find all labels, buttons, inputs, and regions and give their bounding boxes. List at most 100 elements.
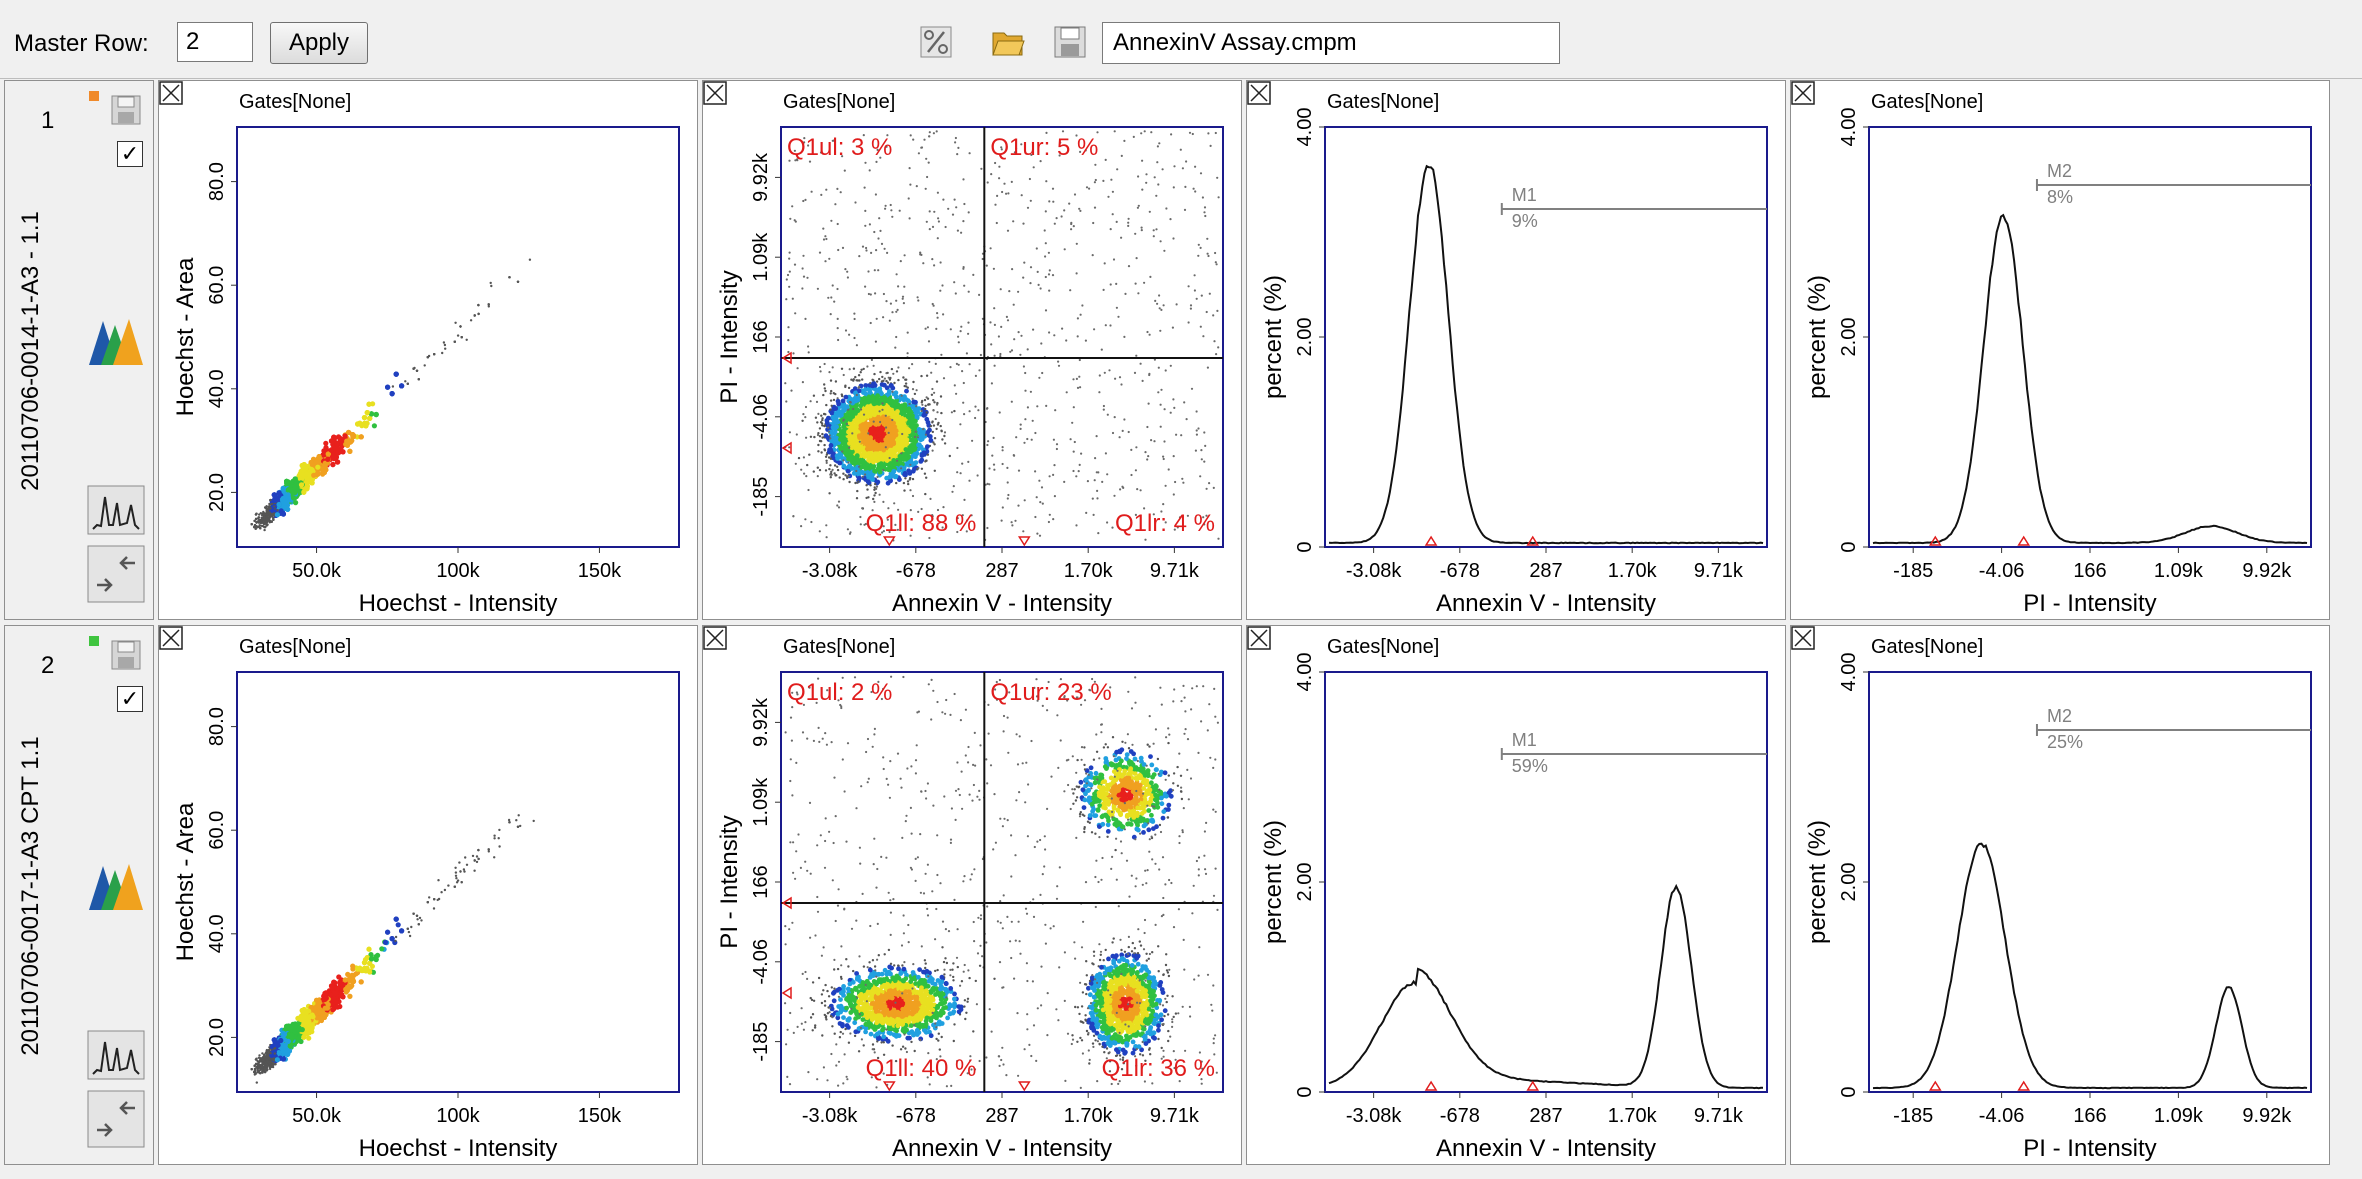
y-tick-label: 40.0 [206,914,228,953]
x-axis-label: Annexin V - Intensity [1436,1135,1656,1162]
plot-area[interactable] [1868,671,2312,1093]
histogram-icon[interactable] [87,1030,145,1080]
x-tick-label: 9.92k [2242,1105,2292,1127]
gate-handle-icon[interactable] [781,986,792,1000]
gate-handle-icon[interactable] [1017,536,1031,547]
close-panel-icon[interactable] [703,626,727,650]
save-icon[interactable] [109,93,143,127]
close-panel-icon[interactable] [1247,81,1271,105]
plot-area[interactable] [1868,126,2312,548]
row-checkbox[interactable]: ✓ [117,686,143,712]
plot-svg: M1 9% -3.08k -678 287 1.70k 9.71k 0 2.00 4.00 Anne… [1260,108,1768,617]
apply-button[interactable]: Apply [270,22,368,64]
save-icon[interactable] [1052,24,1088,60]
gates-label[interactable]: Gates[None] [1327,91,1440,113]
folder-open-icon[interactable] [990,24,1026,60]
y-tick-label: 0 [1294,1086,1316,1097]
x-tick-label: 166 [2073,560,2106,582]
y-tick-label: -4.06 [750,394,772,440]
histogram-line [1328,164,1764,545]
plot-svg: M2 8% -185 -4.06 166 1.09k 9.92k 0 2.00 4.00 PI - … [1804,108,2312,617]
y-tick-label: -4.06 [750,939,772,985]
quadrant-lr-label: Q1lr: 36 % [1102,1055,1215,1082]
pi-histogram-panel: Gates[None] M2 25% -185 -4.06 166 1.09k 9.92k 0 2… [1790,625,2330,1165]
gate-handle-icon[interactable] [1526,535,1540,546]
annexin-histogram-panel: Gates[None] M1 59% -3.08k -678 287 1.70k 9.71k 0… [1246,625,1786,1165]
row-marker-icon [89,636,99,646]
y-tick-label: 2.00 [1838,863,1860,902]
filename-field[interactable] [1102,22,1560,64]
x-tick-label: -4.06 [1979,560,2025,582]
mountain-plot-icon[interactable] [87,311,145,369]
gates-label[interactable]: Gates[None] [1871,91,1984,113]
master-row-label: Master Row: [14,30,149,57]
x-tick-label: 1.70k [1064,1105,1114,1127]
gate-handle-icon[interactable] [1928,1080,1942,1091]
gate-handle-icon[interactable] [2017,1080,2031,1091]
gate-handle-icon[interactable] [781,896,792,910]
y-tick-label: 166 [750,865,772,898]
plot-area[interactable] [1324,126,1768,548]
quadrant-ur-label: Q1ur: 23 % [990,679,1111,706]
x-tick-label: 9.92k [2242,560,2292,582]
row-header: 1 ✓ 20110706-0014-1-A3 - 1.1 [4,80,154,620]
x-tick-label: 166 [2073,1105,2106,1127]
mountain-plot-icon[interactable] [87,856,145,914]
marker-name: M1 [1512,730,1537,750]
x-tick-label: 1.70k [1064,560,1114,582]
y-axis-label: percent (%) [1260,820,1287,944]
marker-name: M2 [2047,706,2072,726]
close-panel-icon[interactable] [703,81,727,105]
gates-label[interactable]: Gates[None] [239,91,352,113]
gate-handle-icon[interactable] [882,1081,896,1092]
gate-handle-icon[interactable] [781,441,792,455]
tools-icon[interactable] [87,1090,145,1148]
x-tick-label: -678 [1440,560,1480,582]
gate-handle-icon[interactable] [781,351,792,365]
tools-icon[interactable] [87,545,145,603]
gates-label[interactable]: Gates[None] [783,91,896,113]
gates-label[interactable]: Gates[None] [1871,636,1984,658]
x-axis-label: Hoechst - Intensity [359,1135,558,1162]
gate-handle-icon[interactable] [882,536,896,547]
gates-label[interactable]: Gates[None] [1327,636,1440,658]
y-axis-label: Hoechst - Area [172,257,199,416]
quadrant-ur-label: Q1ur: 5 % [990,134,1098,161]
close-panel-icon[interactable] [159,626,183,650]
x-tick-label: 9.71k [1150,560,1200,582]
y-tick-label: 166 [750,320,772,353]
plot-area[interactable] [1324,671,1768,1093]
row-number: 1 [41,107,55,134]
event-dots [250,814,535,1084]
gate-handle-icon[interactable] [1928,535,1942,546]
y-tick-label: 1.09k [750,232,772,282]
x-tick-label: -678 [896,560,936,582]
x-tick-label: 50.0k [292,1105,342,1127]
gate-handle-icon[interactable] [2017,535,2031,546]
plot-svg: Q1ul: 2 % Q1ur: 23 % Q1ll: 40 % Q1lr: 36 % -… [716,671,1224,1162]
quadrant-lr-label: Q1lr: 4 % [1115,510,1215,537]
quadrant-ul-label: Q1ul: 3 % [787,134,892,161]
y-axis-label: percent (%) [1804,275,1831,399]
close-panel-icon[interactable] [159,81,183,105]
histogram-icon[interactable] [87,485,145,535]
gate-handle-icon[interactable] [1424,535,1438,546]
save-icon[interactable] [109,638,143,672]
row-checkbox[interactable]: ✓ [117,141,143,167]
gate-handle-icon[interactable] [1017,1081,1031,1092]
gate-handle-icon[interactable] [1424,1080,1438,1091]
y-tick-label: -185 [750,1022,772,1062]
gates-label[interactable]: Gates[None] [783,636,896,658]
gate-handle-icon[interactable] [1526,1080,1540,1091]
master-row-input[interactable] [177,22,253,62]
marker-value: 25% [2047,732,2083,752]
close-panel-icon[interactable] [1247,626,1271,650]
x-tick-label: -4.06 [1979,1105,2025,1127]
gates-label[interactable]: Gates[None] [239,636,352,658]
y-tick-label: -185 [750,477,772,517]
close-panel-icon[interactable] [1791,81,1815,105]
plot-area[interactable] [780,126,1224,548]
close-panel-icon[interactable] [1791,626,1815,650]
percent-icon[interactable] [918,24,954,60]
